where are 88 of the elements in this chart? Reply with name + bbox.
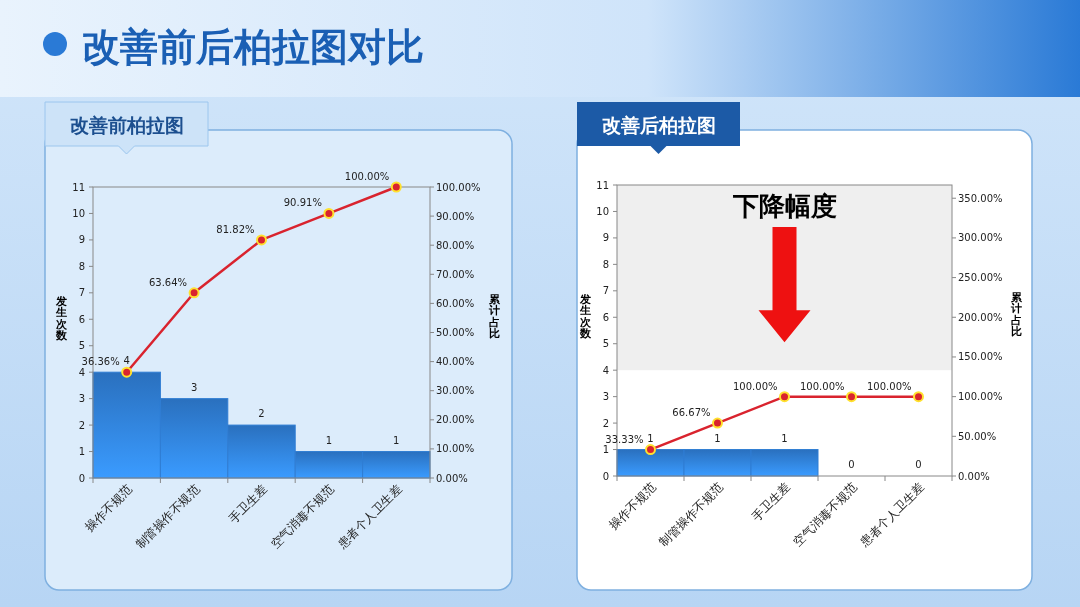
y-axis-title: 发生次数 [54, 294, 68, 343]
y2-tick-label: 250.00% [958, 272, 1003, 284]
data-label: 1 [325, 434, 333, 446]
y2-tick-label: 100.00% [958, 391, 1003, 403]
point [256, 234, 267, 246]
text: 改善前后柏拉图对比 [82, 25, 424, 69]
data-label: 4 [123, 355, 130, 367]
band-label: 下降幅度 [731, 191, 837, 221]
y2-tick-label: 30.00% [436, 385, 475, 397]
data-label: 63.64% [148, 276, 188, 288]
y2-tick-label: 100.00% [436, 181, 481, 193]
y-tick-label: 10 [72, 207, 85, 219]
data-label: 100.00% [344, 171, 390, 182]
x-tick-label: 操作不规范 [606, 480, 659, 533]
y2-tick-label: 40.00% [436, 356, 475, 368]
y2-tick-label: 0.00% [958, 470, 990, 482]
data-label: 0 [915, 459, 922, 470]
y2-tick-label: 20.00% [436, 414, 475, 426]
point [779, 391, 790, 403]
y-tick-label: 1 [602, 444, 609, 456]
y2-tick-label: 50.00% [958, 430, 997, 442]
y-tick-label: 0 [602, 470, 609, 482]
y2-tick-label: 10.00% [436, 443, 475, 455]
y-tick-label: 9 [602, 232, 609, 244]
data-label: 100.00% [733, 380, 778, 392]
y-tick-label: 5 [78, 340, 85, 352]
y2-tick-label: 300.00% [958, 232, 1003, 244]
chart-title: 改善前柏拉图 [69, 114, 184, 136]
data-label: 81.82% [216, 223, 255, 235]
x-tick-label: 手卫生差 [225, 482, 270, 527]
data-label: 100.00% [800, 380, 845, 392]
y2-tick-label: 60.00% [436, 297, 475, 309]
y-tick-label: 4 [602, 364, 609, 376]
y2-tick-label: 200.00% [958, 311, 1003, 323]
y2-tick-label: 350.00% [958, 192, 1003, 204]
y-tick-label: 2 [78, 419, 85, 431]
data-label: 1 [647, 432, 654, 444]
y-tick-label: 8 [78, 260, 85, 272]
y-tick-label: 11 [72, 181, 85, 193]
point [323, 207, 335, 219]
x-tick-label: 空气消毒不规范 [790, 480, 860, 550]
y-tick-label: 11 [596, 179, 609, 191]
data-label: 33.33% [605, 433, 644, 445]
y-tick-label: 2 [602, 417, 609, 429]
y-tick-label: 4 [78, 366, 85, 378]
y-tick-label: 10 [596, 205, 609, 217]
data-label: 100.00% [867, 380, 912, 392]
y-tick-label: 9 [78, 234, 85, 246]
y2-tick-label: 90.00% [436, 210, 475, 222]
y2-tick-label: 80.00% [436, 239, 475, 251]
point [390, 181, 402, 193]
point [913, 391, 924, 403]
x-tick-label: 手卫生差 [748, 480, 793, 525]
data-label: 1 [781, 432, 788, 444]
data-label: 36.36% [81, 356, 120, 368]
y-tick-label: 7 [602, 285, 609, 297]
point [712, 417, 723, 429]
y-tick-label: 3 [78, 393, 85, 405]
y2-tick-label: 50.00% [436, 327, 475, 338]
x-tick-label: 制管操作不规范 [656, 480, 726, 550]
y-tick-label: 8 [602, 258, 609, 270]
point [645, 444, 656, 456]
data-label: 1 [714, 432, 721, 444]
data-label: 90.91% [283, 197, 322, 209]
y-tick-label: 6 [78, 313, 85, 325]
point [188, 287, 200, 299]
y-tick-label: 3 [602, 391, 609, 403]
data-label: 2 [258, 408, 265, 420]
y-tick-label: 1 [78, 446, 85, 458]
chart-title: 改善后柏拉图 [601, 114, 716, 136]
y2-axis-title: 累计占比 [1009, 290, 1023, 339]
y-tick-label: 6 [602, 311, 609, 323]
point [121, 366, 133, 378]
data-label: 3 [190, 381, 198, 393]
y2-tick-label: 0.00% [436, 472, 468, 484]
data-label: 0 [848, 459, 855, 470]
point [846, 391, 857, 403]
data-label: 1 [393, 434, 400, 446]
x-tick-label: 制管操作不规范 [132, 482, 203, 552]
y2-tick-label: 150.00% [958, 351, 1003, 363]
x-tick-label: 操作不规范 [82, 482, 135, 535]
y-tick-label: 5 [602, 338, 609, 350]
y-axis-title: 发生次数 [578, 292, 592, 341]
data-label: 66.67% [672, 407, 711, 419]
y-tick-label: 0 [78, 472, 85, 484]
y2-axis-title: 累计占比 [487, 292, 501, 341]
y-tick-label: 7 [78, 287, 85, 299]
y2-tick-label: 70.00% [436, 268, 475, 280]
